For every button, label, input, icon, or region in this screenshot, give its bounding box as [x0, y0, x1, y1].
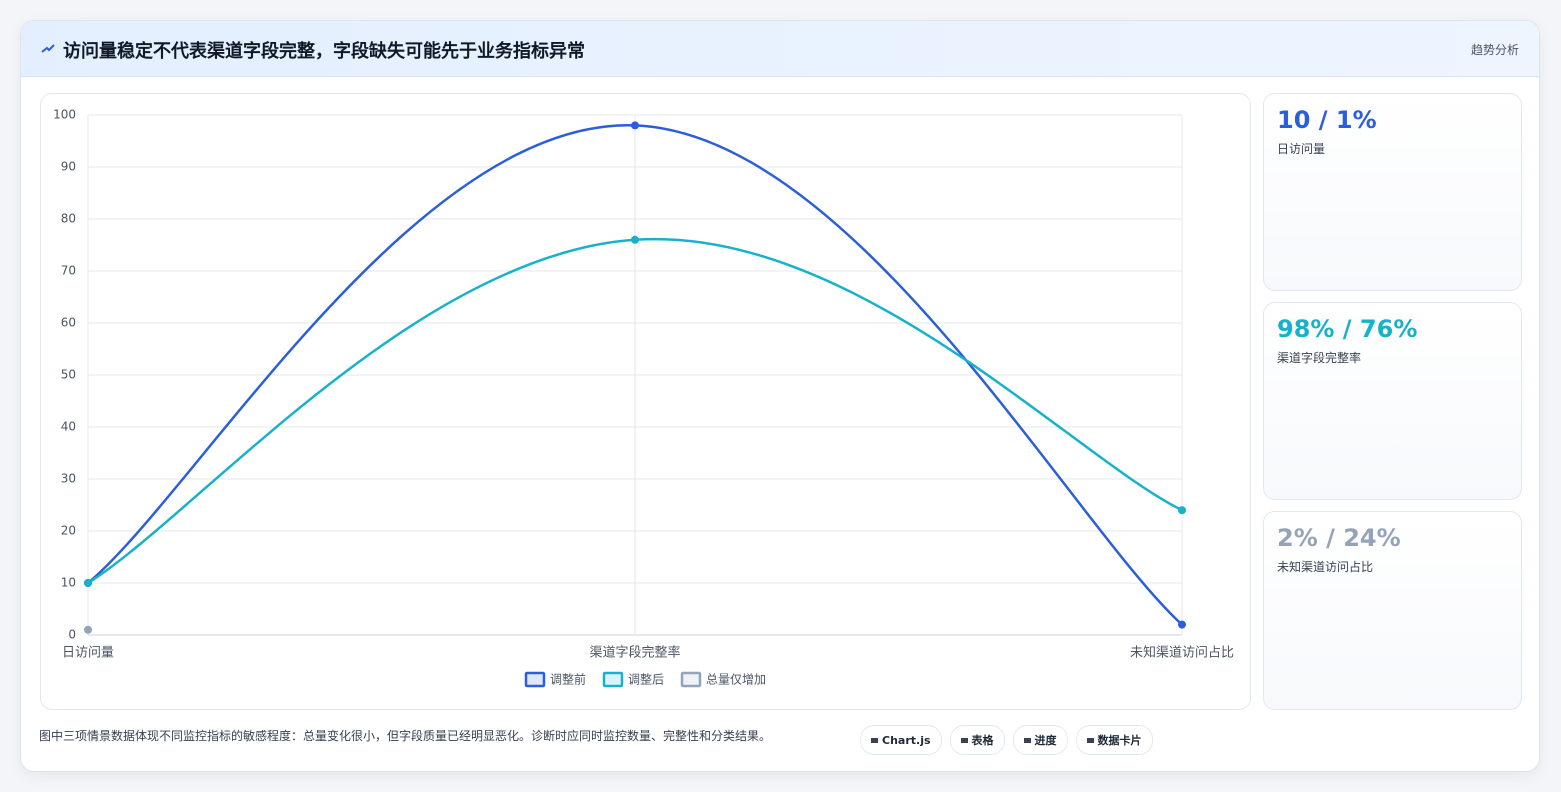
- y-tick-label: 100: [53, 108, 76, 122]
- legend-label: 总量仅增加: [706, 673, 766, 687]
- button-label: 进度: [1034, 734, 1057, 747]
- legend-swatch: [602, 671, 624, 688]
- point: [631, 235, 639, 244]
- y-tick-label: 0: [68, 628, 76, 642]
- y-tick-label: 70: [61, 264, 76, 278]
- button[interactable]: 数据卡片: [1075, 725, 1153, 755]
- button-row: Chart.js 表格 进度 数据卡片: [860, 725, 1153, 755]
- x-tick-label: 日访问量: [62, 646, 114, 661]
- y-tick-label: 50: [61, 368, 76, 382]
- footer-note: 图中三项情景数据体现不同监控指标的敏感程度：总量变化很小，但字段质量已经明显恶化…: [39, 729, 772, 743]
- button-label: Chart.js: [882, 733, 931, 747]
- button[interactable]: 表格: [949, 725, 1005, 755]
- stat-label: 渠道字段完整率: [1277, 351, 1362, 365]
- header-tag: 趋势分析: [1470, 43, 1519, 57]
- chart-panel: [40, 93, 1251, 710]
- y-tick-label: 20: [61, 524, 76, 538]
- header-icon: [41, 44, 55, 53]
- y-tick-label: 90: [61, 160, 76, 174]
- legend-swatch: [524, 671, 546, 688]
- header: 访问量稳定不代表渠道字段完整，字段缺失可能先于业务指标异常 趋势分析: [21, 21, 1539, 77]
- x-tick-label: 渠道字段完整率: [589, 645, 680, 661]
- dashboard-card: 访问量稳定不代表渠道字段完整，字段缺失可能先于业务指标异常 趋势分析 10 / …: [20, 20, 1540, 772]
- stat-label: 日访问量: [1277, 142, 1326, 156]
- stat-card: 98% / 76% 渠道字段完整率: [1263, 302, 1522, 500]
- point: [1178, 620, 1186, 629]
- y-tick-label: 10: [61, 576, 76, 590]
- stat-card: 2% / 24% 未知渠道访问占比: [1263, 511, 1522, 710]
- y-tick-label: 60: [61, 316, 76, 330]
- point: [631, 121, 639, 130]
- stat-card: 10 / 1% 日访问量: [1263, 93, 1522, 291]
- legend-swatch: [680, 671, 702, 688]
- button-label: 表格: [971, 734, 994, 747]
- y-tick-label: 80: [61, 212, 76, 226]
- header-title: 访问量稳定不代表渠道字段完整，字段缺失可能先于业务指标异常: [63, 41, 585, 62]
- legend-label: 调整后: [628, 672, 664, 687]
- stat-value: 10 / 1%: [1277, 106, 1377, 134]
- point: [84, 579, 92, 587]
- y-tick-label: 40: [61, 420, 76, 434]
- point: [1178, 506, 1186, 515]
- button-label: 数据卡片: [1097, 734, 1142, 747]
- point: [84, 625, 92, 634]
- stat-value: 98% / 76%: [1277, 315, 1418, 343]
- stat-label: 未知渠道访问占比: [1277, 560, 1374, 574]
- x-tick-label: 未知渠道访问占比: [1130, 645, 1234, 661]
- legend-label: 调整前: [550, 672, 586, 687]
- stat-value: 2% / 24%: [1277, 524, 1401, 552]
- button[interactable]: 进度: [1012, 725, 1068, 755]
- y-tick-label: 30: [61, 472, 76, 486]
- button[interactable]: Chart.js: [860, 725, 942, 755]
